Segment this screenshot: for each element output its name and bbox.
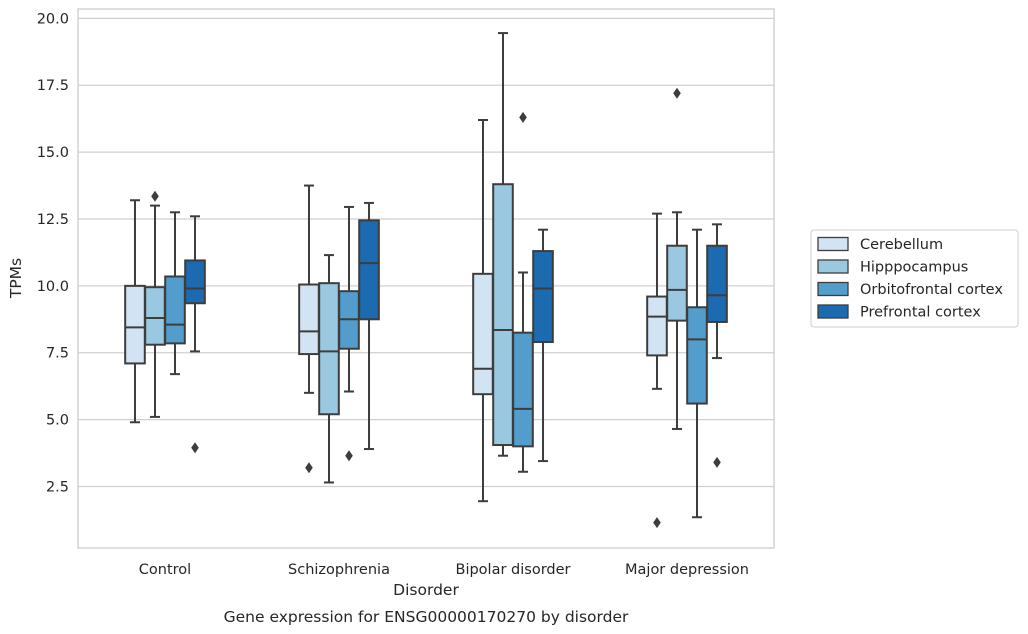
x-axis-label: Disorder xyxy=(393,581,459,599)
legend-swatch xyxy=(817,236,849,252)
box-group xyxy=(472,119,494,503)
box-group xyxy=(298,184,320,474)
box-iqr xyxy=(666,244,688,322)
outlier-marker xyxy=(713,456,721,468)
box-iqr xyxy=(358,219,380,321)
outlier-marker xyxy=(519,111,527,123)
outlier-marker xyxy=(151,190,159,202)
box-iqr xyxy=(512,331,534,448)
box-iqr xyxy=(144,286,166,346)
box-group xyxy=(164,211,186,376)
outlier-marker xyxy=(305,462,313,474)
box-group xyxy=(646,212,668,529)
box-group xyxy=(492,32,514,457)
y-tick-label: 7.5 xyxy=(46,346,69,362)
y-tick-labels: 2.5 5.0 7.5 10.0 12.5 15.0 17.5 20.0 xyxy=(37,11,69,495)
legend-swatch xyxy=(817,281,849,297)
box-group xyxy=(512,111,534,473)
y-axis-label: TPMs xyxy=(7,258,25,299)
chart-caption: Gene expression for ENSG00000170270 by d… xyxy=(224,608,629,626)
legend-frame xyxy=(810,229,1019,328)
x-tick-label: Major depression xyxy=(625,562,749,578)
y-tick-label: 10.0 xyxy=(37,279,69,295)
box-group xyxy=(358,201,380,451)
box-group xyxy=(124,199,146,424)
legend-swatch xyxy=(817,259,849,274)
y-tick-label: 20.0 xyxy=(37,11,69,27)
x-tick-labels: Control Schizophrenia Bipolar disorder Majo… xyxy=(139,562,749,578)
x-tick-label: Control xyxy=(139,562,191,578)
box-iqr xyxy=(318,282,340,416)
plot-frame xyxy=(77,8,775,549)
legend-label: Prefrontal cortex xyxy=(860,305,981,321)
box-iqr xyxy=(686,306,708,405)
y-tick-label: 2.5 xyxy=(46,479,69,495)
x-tick-label: Schizophrenia xyxy=(288,562,390,578)
legend-label: Cerebellum xyxy=(860,237,943,253)
outlier-marker xyxy=(345,450,353,462)
outlier-marker xyxy=(191,442,199,454)
legend: Cerebellum Hipppocampus Orbitofrontal cort… xyxy=(810,229,1019,328)
outlier-marker xyxy=(673,87,681,99)
legend-label: Orbitofrontal cortex xyxy=(860,282,1003,298)
box-iqr xyxy=(532,250,554,344)
box-group xyxy=(666,87,688,430)
box-iqr xyxy=(298,283,320,356)
y-tick-label: 12.5 xyxy=(37,212,69,228)
x-tick-label: Bipolar disorder xyxy=(456,562,571,578)
box-iqr xyxy=(184,259,206,305)
box-iqr xyxy=(646,295,668,357)
box-group xyxy=(706,223,728,468)
box-iqr xyxy=(164,275,186,345)
box-group xyxy=(184,215,206,454)
y-tick-label: 5.0 xyxy=(46,413,69,429)
box-group xyxy=(686,228,708,519)
box-groups xyxy=(124,32,728,529)
box-iqr xyxy=(706,244,728,323)
y-tick-label: 15.0 xyxy=(37,145,69,161)
y-tick-label: 17.5 xyxy=(37,78,69,94)
box-iqr xyxy=(492,183,514,447)
legend-label: Hipppocampus xyxy=(860,260,968,276)
box-group xyxy=(532,228,554,463)
box-iqr xyxy=(472,272,494,396)
outlier-marker xyxy=(653,517,661,529)
legend-swatch xyxy=(817,304,849,319)
box-iqr xyxy=(124,284,146,365)
